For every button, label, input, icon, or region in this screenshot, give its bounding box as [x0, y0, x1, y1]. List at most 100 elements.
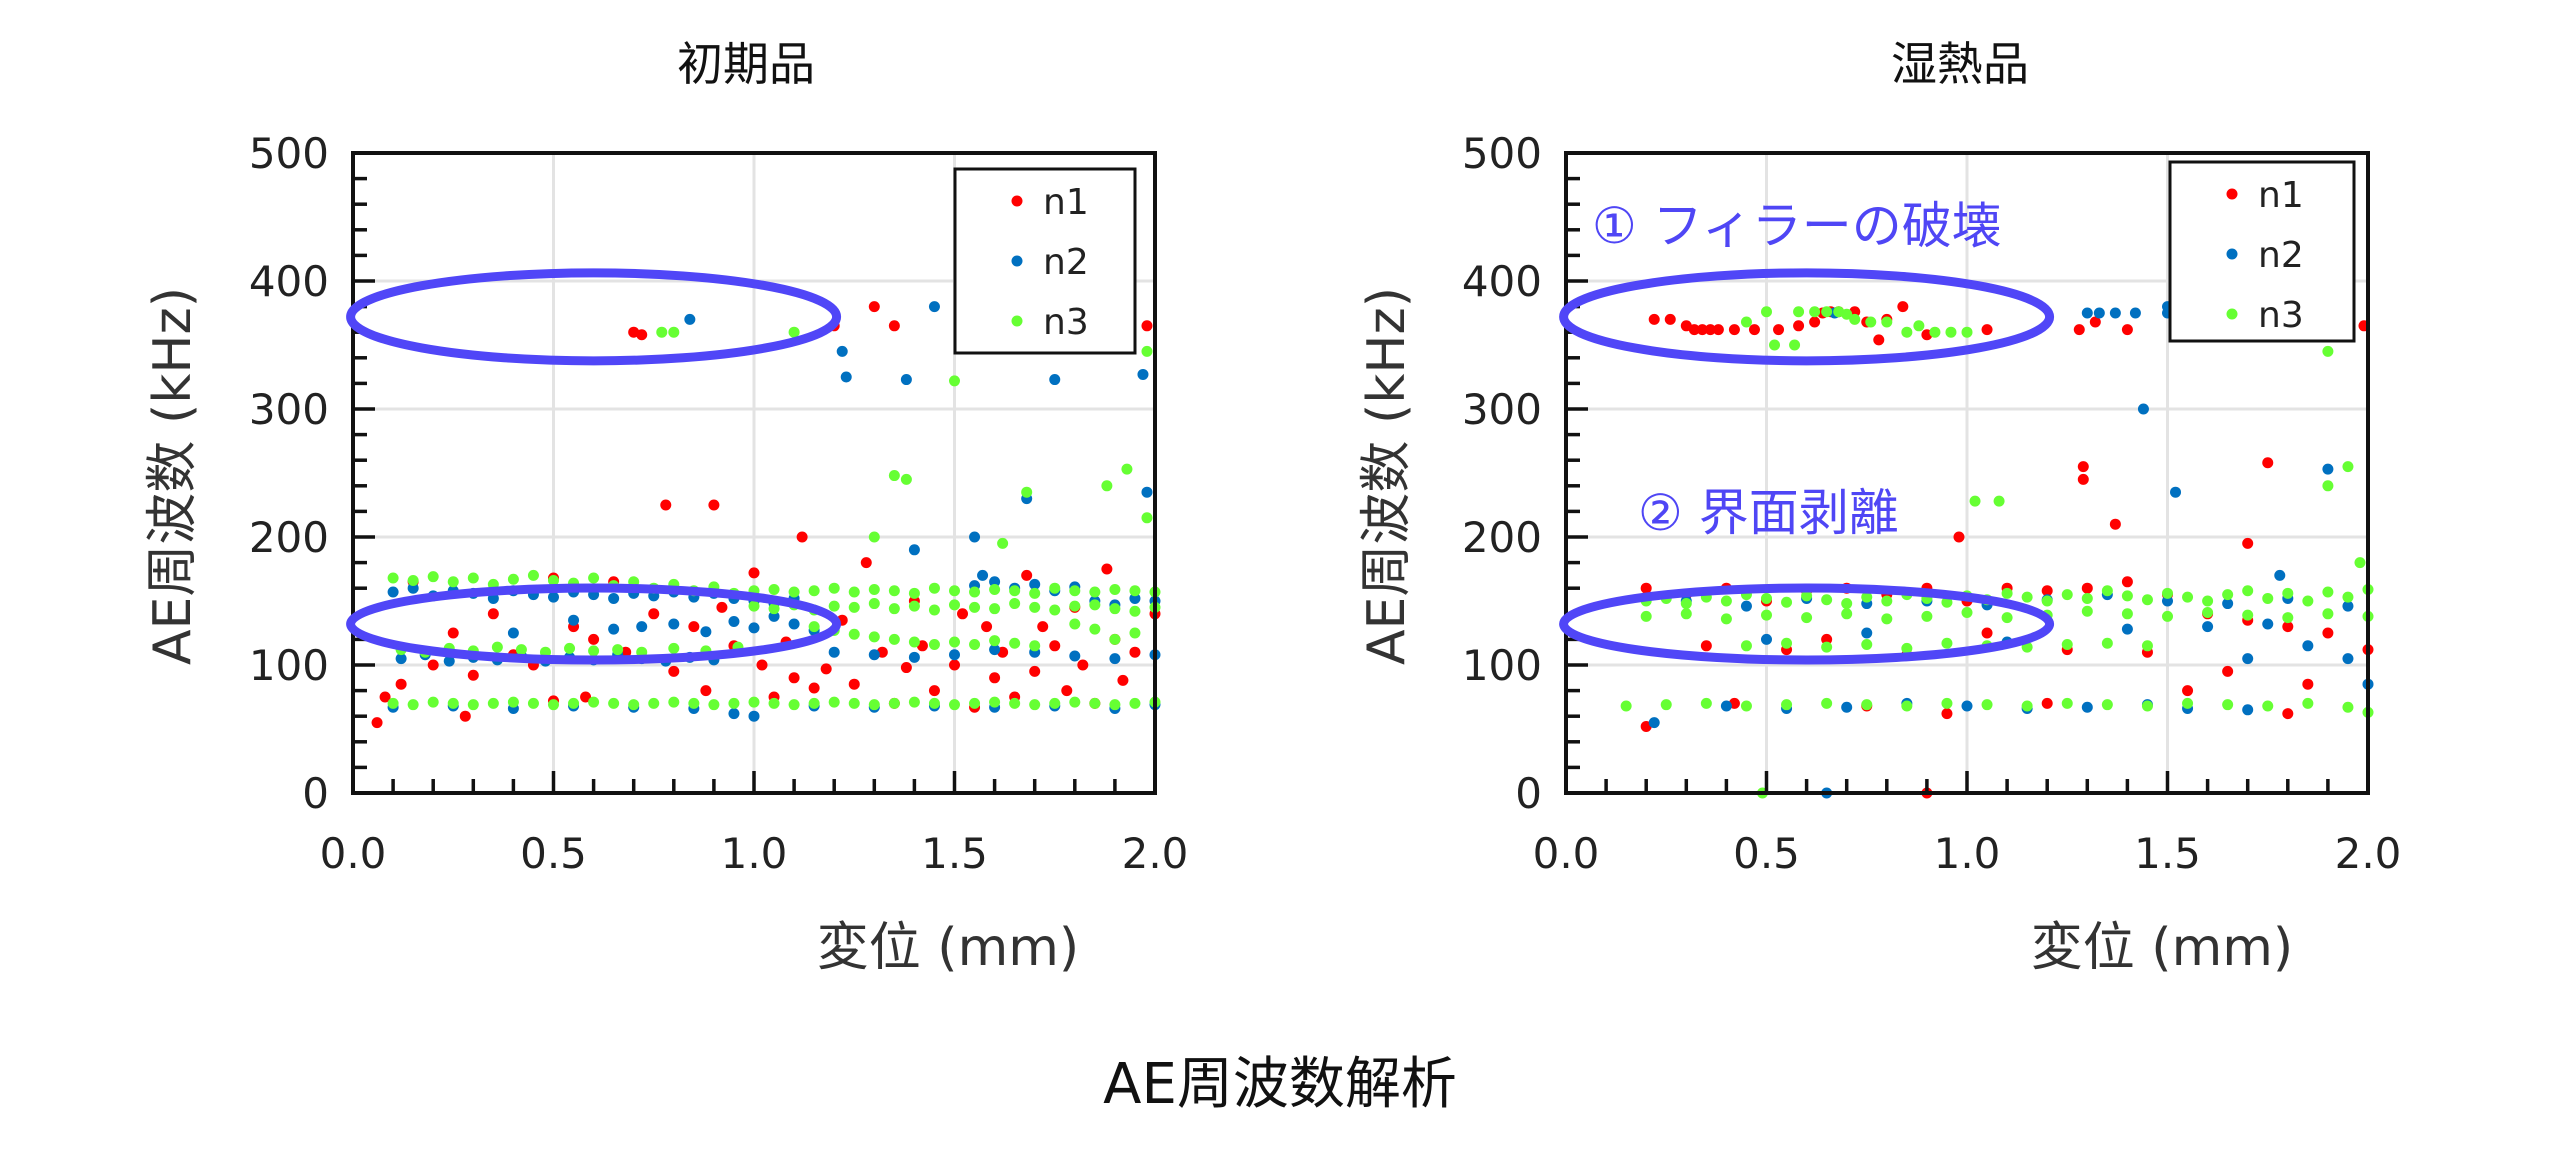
data-point-n3 — [527, 569, 539, 581]
y-tick-label: 300 — [1462, 385, 1542, 434]
data-point-n2 — [443, 655, 455, 667]
data-point-n3 — [1841, 608, 1853, 620]
data-point-n3 — [1049, 582, 1061, 594]
data-point-n2 — [1961, 700, 1973, 712]
x-tick-label: 0.0 — [1533, 829, 1600, 878]
data-point-n2 — [2109, 307, 2121, 319]
data-point-n2 — [608, 592, 620, 604]
data-point-n2 — [1137, 368, 1149, 380]
data-point-n1 — [1793, 320, 1805, 332]
chart-damp-heat: 湿熱品 変位 (mm) AE周波数 (kHz) ① フィラーの破壊 ② 界面剥離… — [1357, 37, 2401, 978]
data-point-n3 — [1089, 623, 1101, 635]
data-point-n3 — [467, 699, 479, 711]
data-point-n1 — [1981, 324, 1993, 336]
data-point-n2 — [836, 345, 848, 357]
data-point-n3 — [788, 699, 800, 711]
data-point-n3 — [2001, 612, 2013, 624]
data-point-n2 — [2081, 701, 2093, 713]
data-point-n3 — [1089, 599, 1101, 611]
data-point-n3 — [1740, 640, 1752, 652]
data-point-n3 — [848, 586, 860, 598]
data-point-n2 — [728, 615, 740, 627]
y-axis-label: AE周波数 (kHz) — [143, 287, 203, 665]
data-point-n3 — [1009, 637, 1021, 649]
data-point-n1 — [1953, 531, 1965, 543]
legend-label-n3: n3 — [2258, 295, 2304, 336]
data-point-n3 — [768, 697, 780, 709]
chart-title: 湿熱品 — [1891, 37, 2029, 91]
legend: n1 n2 n3 — [953, 167, 1137, 355]
data-point-n3 — [612, 644, 624, 656]
data-point-n1 — [1809, 316, 1821, 328]
data-point-n3 — [828, 696, 840, 708]
legend-label-n1: n1 — [1043, 182, 1089, 223]
data-point-n3 — [1865, 316, 1877, 328]
data-point-n3 — [2162, 610, 2173, 622]
data-point-n3 — [1801, 612, 1813, 624]
data-point-n3 — [1069, 600, 1081, 612]
data-point-n2 — [1740, 600, 1752, 612]
data-point-n3 — [868, 531, 880, 543]
data-point-n1 — [1141, 320, 1153, 332]
data-point-n3 — [969, 639, 981, 651]
data-point-n3 — [2342, 591, 2354, 603]
data-point-n3 — [1821, 641, 1833, 653]
data-point-n3 — [1069, 618, 1081, 630]
data-point-n1 — [848, 678, 860, 690]
data-point-n3 — [447, 697, 459, 709]
data-point-n1 — [467, 669, 479, 681]
data-point-n3 — [728, 697, 740, 709]
data-point-n3 — [2061, 639, 2073, 651]
legend-box — [953, 167, 1137, 355]
y-tick-label: 500 — [249, 129, 329, 178]
data-point-n1 — [1773, 324, 1785, 336]
data-point-n2 — [2202, 621, 2214, 633]
data-point-n3 — [1781, 596, 1793, 608]
data-point-n3 — [564, 642, 576, 654]
legend-marker-n3 — [2226, 308, 2238, 320]
data-point-n3 — [989, 635, 1001, 647]
y-tick-label: 400 — [249, 257, 329, 306]
data-point-n2 — [2137, 403, 2149, 415]
data-point-n3 — [2081, 592, 2093, 604]
data-point-n3 — [748, 696, 760, 708]
data-point-n1 — [1037, 621, 1049, 633]
data-point-n3 — [989, 603, 1001, 615]
annotation-interface-delamination: ② 界面剥離 — [1638, 484, 1899, 542]
data-point-n3 — [2101, 699, 2113, 711]
data-point-n2 — [1069, 650, 1081, 662]
data-point-n3 — [928, 697, 940, 709]
data-point-n1 — [820, 663, 832, 675]
data-point-n2 — [407, 582, 419, 594]
data-point-n2 — [2121, 623, 2133, 635]
data-point-n3 — [828, 582, 840, 594]
data-point-n3 — [387, 572, 399, 584]
highlight-ellipse — [1559, 268, 2055, 366]
legend-marker-n2 — [1011, 255, 1023, 267]
data-point-n3 — [2182, 591, 2194, 603]
data-point-n3 — [1740, 700, 1752, 712]
data-point-n3 — [2141, 594, 2153, 606]
data-point-n2 — [908, 544, 920, 556]
data-point-n2 — [868, 649, 880, 661]
data-point-n3 — [1009, 598, 1021, 610]
legend-marker-n3 — [1011, 315, 1023, 327]
data-point-n1 — [949, 659, 960, 671]
x-tick-label: 2.0 — [2335, 829, 2402, 878]
y-tick-label: 100 — [249, 641, 329, 690]
data-point-n3 — [1109, 699, 1121, 711]
data-point-n3 — [969, 697, 981, 709]
data-point-n1 — [1873, 334, 1885, 346]
legend-label-n3: n3 — [1043, 302, 1089, 343]
data-point-n3 — [1049, 697, 1061, 709]
data-point-n3 — [568, 697, 580, 709]
data-point-n1 — [395, 678, 407, 690]
data-point-n3 — [1029, 699, 1041, 711]
data-point-n3 — [828, 600, 840, 612]
data-point-n3 — [949, 585, 960, 597]
data-point-n2 — [768, 610, 780, 622]
data-point-n3 — [748, 600, 760, 612]
data-point-n3 — [1029, 601, 1041, 613]
data-point-n3 — [1660, 699, 1672, 711]
legend-label-n1: n1 — [2258, 175, 2304, 216]
